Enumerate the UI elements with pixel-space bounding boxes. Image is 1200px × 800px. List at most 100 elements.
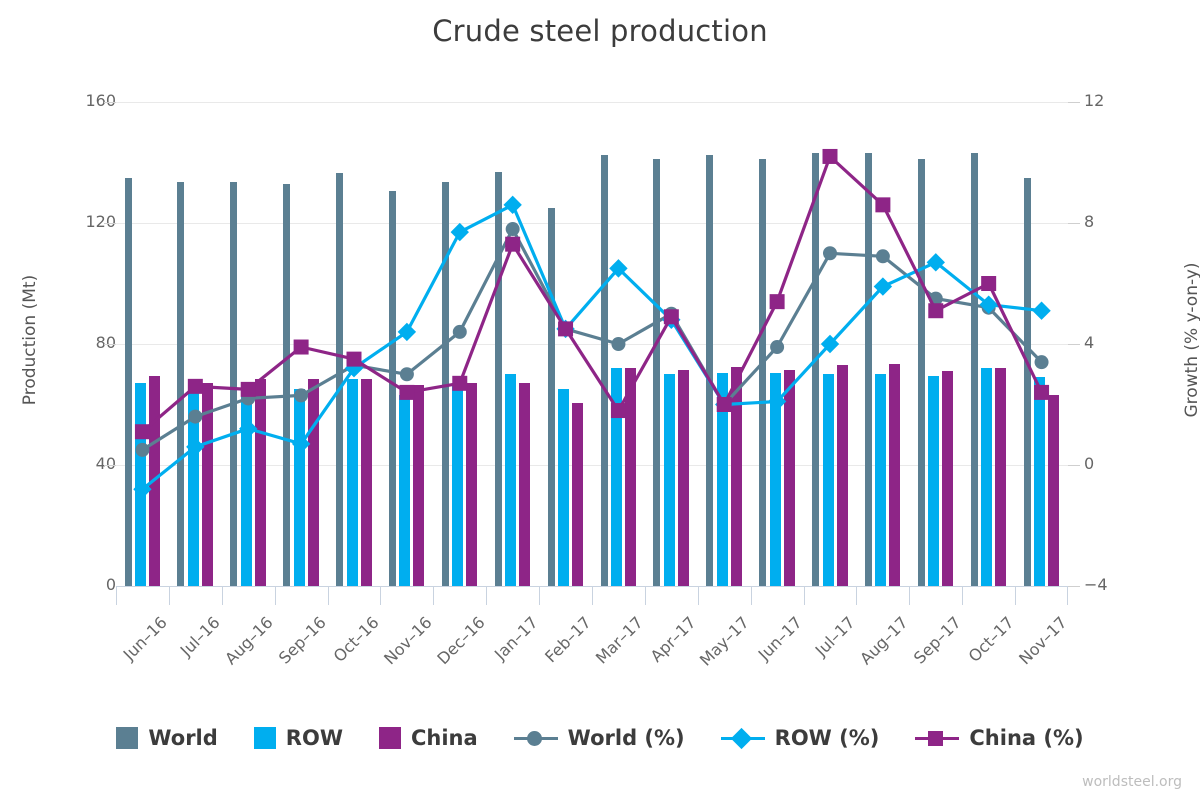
bar-row-Oct-17 (981, 368, 993, 586)
x-axis-label-Aug-16: Aug–16 (221, 612, 277, 669)
x-axis-tickmark (1067, 587, 1068, 605)
y-axis-right-title: Growth (% y-on-y) (1182, 262, 1200, 418)
line-series-world (135, 222, 1049, 457)
bar-china-Feb-17 (572, 403, 584, 586)
legend-item-world[interactable]: World (%) (513, 726, 685, 750)
bar-china-Nov-16 (413, 384, 425, 586)
data-point-Oct-16 (346, 351, 362, 367)
bar-row-Sep-17 (928, 375, 940, 586)
y-axis-left-tick-label: 0 (105, 575, 116, 594)
y-axis-left-tick-label: 160 (85, 91, 116, 110)
bar-china-Jan-17 (519, 383, 531, 586)
bar-china-Sep-17 (942, 371, 954, 586)
data-point-Mar-17 (611, 337, 626, 351)
x-axis-label-Mar-17: Mar–17 (592, 612, 648, 668)
bar-row-Jul-16 (187, 392, 199, 586)
legend-marker-circle-icon (526, 731, 542, 746)
gridline (116, 102, 1068, 103)
bar-world-Oct-17 (970, 153, 978, 586)
x-axis-label-May-17: May–17 (696, 612, 753, 670)
x-axis-label-Feb-17: Feb–17 (540, 612, 595, 667)
x-axis-label-Dec-16: Dec–16 (433, 612, 489, 669)
bar-china-Aug-16 (254, 378, 266, 586)
x-axis-tickmark (909, 587, 911, 605)
data-point-Nov-16 (399, 384, 415, 400)
data-point-Jun-16 (134, 424, 150, 440)
data-point-Nov-17 (1032, 301, 1051, 320)
data-point-Sep-16 (291, 434, 311, 454)
legend-item-world[interactable]: World (116, 726, 218, 750)
bar-row-Nov-17 (1034, 377, 1046, 586)
bar-row-Jan-17 (505, 374, 517, 586)
bar-world-May-17 (706, 154, 714, 586)
y-axis-left-tick-label: 120 (85, 212, 116, 231)
bar-row-Sep-16 (293, 389, 305, 586)
bar-row-Dec-16 (452, 384, 464, 586)
bar-world-Nov-17 (1023, 177, 1031, 586)
data-point-Mar-17 (610, 403, 626, 419)
bar-world-Jun-17 (759, 159, 767, 586)
bar-world-Feb-17 (547, 207, 555, 586)
bar-world-Jul-16 (177, 182, 185, 586)
y-axis-right-tick-label: 4 (1084, 333, 1095, 352)
bar-world-Aug-16 (230, 182, 238, 586)
legend-label: China (410, 726, 478, 750)
x-axis-label-Sep-16: Sep–16 (275, 612, 330, 668)
data-point-Sep-16 (294, 388, 309, 403)
y-axis-left-tickmark (104, 102, 116, 103)
watermark: worldsteel.org (1082, 774, 1182, 790)
x-axis-label-Oct-16: Oct–16 (329, 612, 383, 666)
data-point-Jul-16 (187, 378, 203, 394)
x-axis-label-Aug-17: Aug–17 (856, 612, 912, 669)
y-axis-left-tickmark (104, 465, 116, 466)
bar-china-Jun-17 (783, 369, 795, 586)
data-point-Sep-16 (293, 339, 309, 355)
bar-china-Sep-16 (307, 378, 319, 586)
data-point-Mar-17 (609, 259, 628, 278)
y-axis-right-tickmark (1068, 344, 1080, 345)
data-point-Jul-16 (188, 409, 203, 424)
bar-world-Oct-16 (336, 173, 344, 586)
data-point-Jul-17 (823, 246, 837, 261)
data-point-Jan-17 (505, 236, 521, 252)
legend-swatch-icon (116, 727, 139, 749)
x-axis-tickmark (327, 587, 329, 605)
bar-world-Jun-16 (124, 177, 132, 586)
chart-legend: World ROW China World (%) ROW (%) China (%) (0, 716, 1200, 760)
gridline (116, 344, 1068, 345)
bar-world-Jan-17 (494, 171, 502, 586)
data-point-Nov-16 (399, 367, 414, 382)
legend-item-row[interactable]: ROW (253, 726, 343, 750)
bar-row-May-17 (716, 372, 728, 586)
bar-world-Nov-16 (388, 191, 396, 586)
y-axis-left-tick-label: 40 (95, 454, 116, 473)
data-point-Aug-16 (239, 419, 258, 438)
data-point-Jul-17 (820, 334, 840, 354)
legend-item-china[interactable]: China (378, 726, 478, 750)
bar-china-Nov-17 (1048, 395, 1060, 586)
bar-world-Sep-17 (917, 159, 925, 586)
x-axis-tickmark (221, 587, 223, 605)
chart-title: Crude steel production (432, 14, 768, 48)
bar-china-Mar-17 (624, 368, 636, 586)
data-point-Oct-17 (979, 295, 998, 314)
bar-china-May-17 (730, 366, 742, 586)
y-axis-right-tickmark (1068, 223, 1080, 224)
y-axis-right-tick-label: −4 (1084, 575, 1108, 594)
gridline (116, 223, 1068, 224)
bar-china-Aug-17 (889, 363, 901, 586)
bar-row-Apr-17 (663, 374, 675, 586)
y-axis-left-tickmark (104, 223, 116, 224)
data-point-Nov-17 (1034, 384, 1050, 400)
data-point-Jun-17 (769, 294, 785, 310)
legend-line-circle-icon (513, 727, 558, 749)
legend-item-china[interactable]: China (%) (915, 726, 1084, 750)
bar-china-Apr-17 (677, 369, 689, 586)
legend-swatch-icon (378, 727, 401, 749)
bar-row-Jul-17 (822, 374, 834, 586)
bar-row-Mar-17 (610, 368, 622, 586)
x-axis-label-Jul-17: Jul–17 (811, 612, 859, 660)
legend-item-row[interactable]: ROW (%) (720, 726, 879, 750)
legend-line-square-icon (915, 727, 960, 749)
bar-row-Oct-16 (346, 378, 358, 586)
